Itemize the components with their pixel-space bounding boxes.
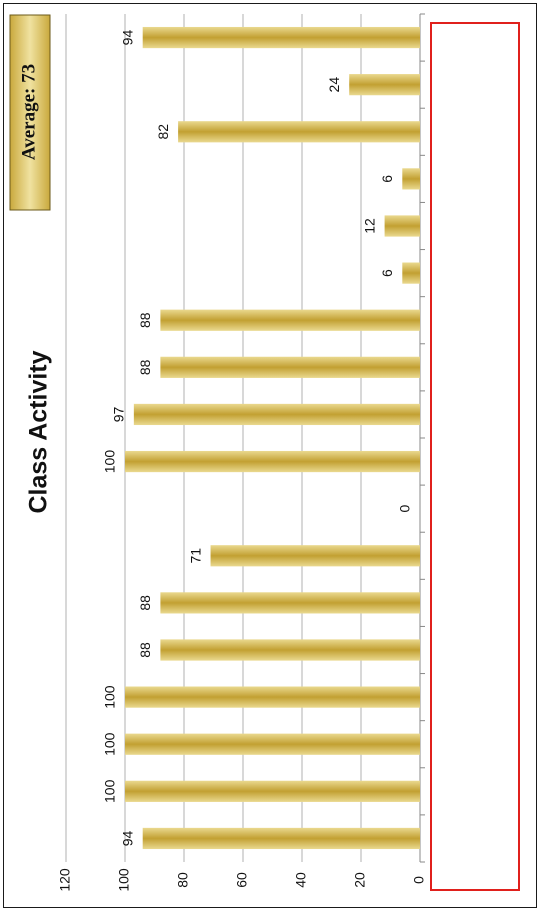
- bar-value-label: 88: [137, 312, 153, 328]
- bar: [210, 545, 420, 567]
- bar-value-label: 71: [187, 548, 203, 564]
- average-badge: Average: 73: [9, 14, 51, 211]
- bar: [402, 262, 420, 284]
- bar-value-label: 24: [326, 77, 342, 93]
- chart-title: Class Activity: [25, 350, 53, 513]
- legend-box: [430, 22, 520, 891]
- bar: [349, 74, 420, 96]
- bar: [160, 356, 420, 378]
- bar-value-label: 0: [397, 505, 413, 513]
- y-tick-label: 80: [175, 872, 191, 888]
- y-tick-label: 40: [293, 872, 309, 888]
- average-badge-text: Average: 73: [18, 64, 39, 160]
- y-tick-label: 100: [116, 868, 132, 892]
- bar: [384, 215, 420, 237]
- bar: [125, 733, 420, 755]
- bar: [160, 309, 420, 331]
- bar-value-label: 6: [379, 269, 395, 277]
- bar: [142, 26, 420, 49]
- bar: [125, 780, 420, 802]
- bar-value-label: 97: [111, 406, 127, 422]
- y-tick-label: 20: [352, 872, 368, 888]
- bar-value-label: 12: [361, 218, 377, 234]
- chart-frame: [3, 3, 537, 908]
- bar: [178, 121, 420, 143]
- bar: [402, 168, 420, 190]
- bar-value-label: 94: [119, 830, 135, 846]
- y-tick-label: 120: [57, 868, 73, 892]
- bar-value-label: 88: [137, 642, 153, 658]
- bar-value-label: 100: [102, 685, 118, 709]
- bar-value-label: 88: [137, 359, 153, 375]
- bar-value-label: 82: [155, 124, 171, 140]
- y-tick-label: 60: [234, 872, 250, 888]
- bars: [125, 26, 420, 850]
- bar: [142, 827, 420, 850]
- bar-value-label: 100: [102, 732, 118, 756]
- y-tick-label: 0: [411, 876, 427, 884]
- bar: [133, 403, 420, 426]
- bar-value-label: 100: [102, 779, 118, 803]
- bar-value-label: 100: [102, 450, 118, 474]
- bar: [160, 592, 420, 614]
- bar-value-label: 6: [379, 175, 395, 183]
- bar: [160, 639, 420, 661]
- bar-value-label: 94: [119, 30, 135, 46]
- bar: [125, 450, 420, 473]
- bar-value-label: 88: [137, 595, 153, 611]
- value-labels: 94 100 100 100 88 88 71 0 100 97 88 88 6 12 6 82 24 94: [102, 30, 413, 847]
- bar: [125, 686, 420, 708]
